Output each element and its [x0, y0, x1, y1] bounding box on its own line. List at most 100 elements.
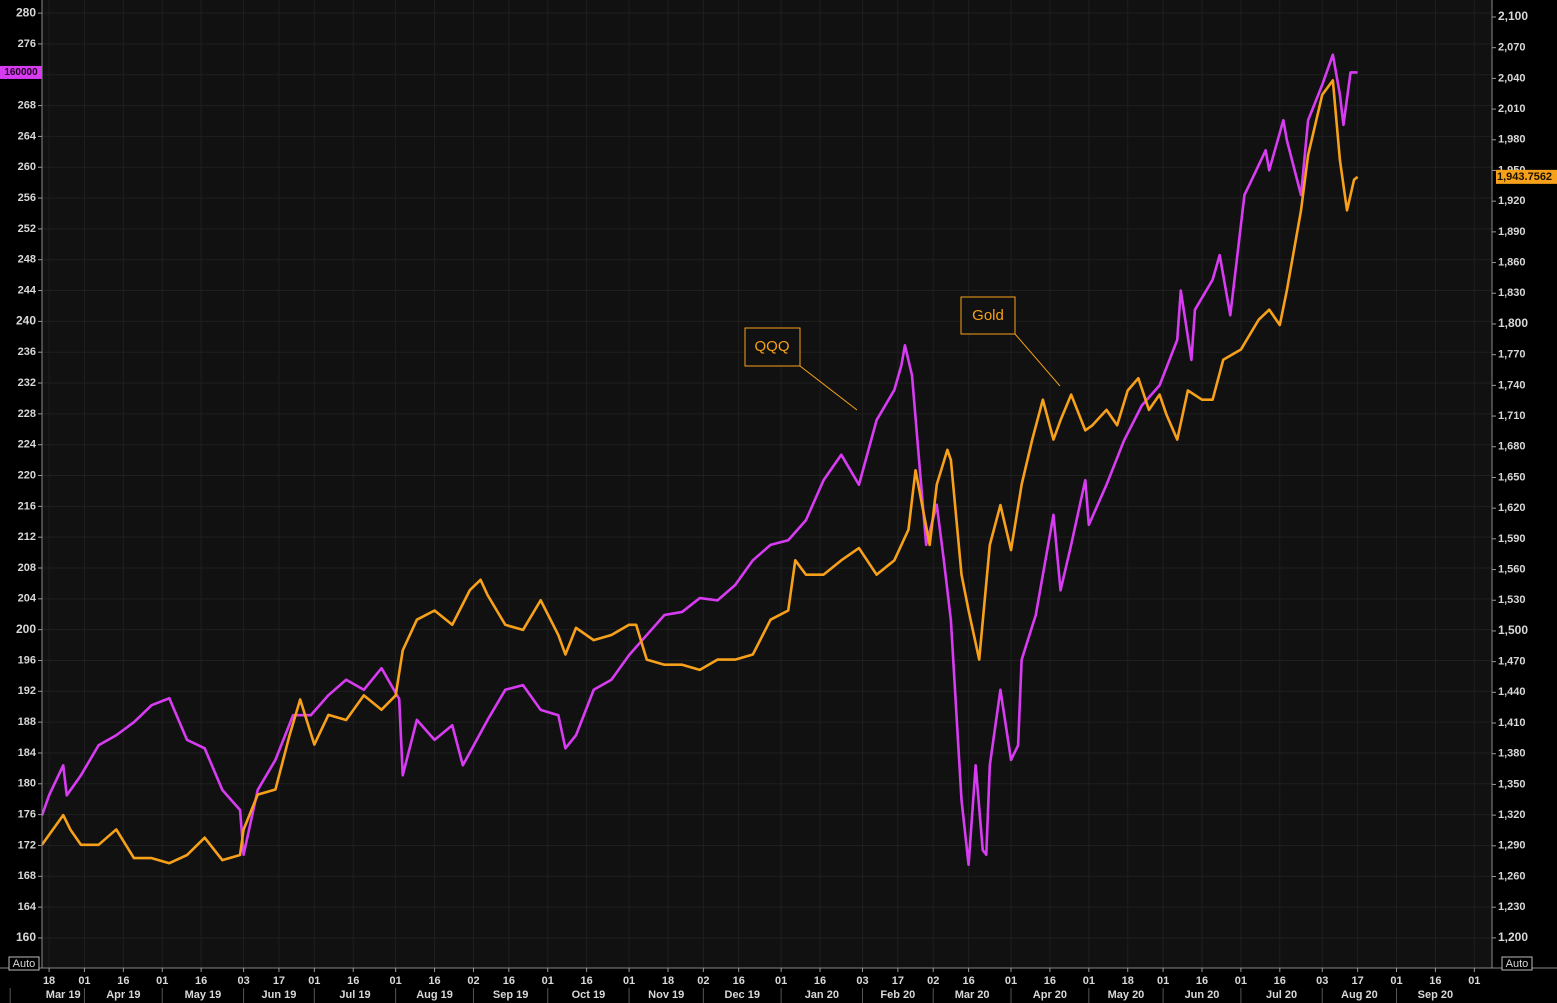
x-tick-label: 17: [273, 975, 285, 987]
x-month-label: Mar 19: [46, 989, 81, 1001]
x-month-label: Mar 20: [955, 989, 990, 1001]
x-month-label: Aug 20: [1341, 989, 1378, 1001]
y-tick-label: 164: [18, 901, 37, 913]
x-tick-label: 16: [1429, 975, 1441, 987]
series-line: [40, 53, 1358, 867]
x-tick-label: 16: [733, 975, 745, 987]
y2-tick-label: 1,740: [1498, 379, 1526, 391]
x-tick-label: 18: [1122, 975, 1134, 987]
y-tick-label: 216: [18, 500, 36, 512]
button-frame[interactable]: [8, 956, 40, 971]
y2-tick-label: 1,320: [1498, 809, 1526, 821]
y-tick-label: 168: [18, 870, 36, 882]
axis-tag: [0, 65, 42, 79]
y-tick-label: 176: [18, 809, 36, 821]
y-tick-label: 200: [16, 622, 36, 636]
y-tick-label: 256: [18, 192, 36, 204]
y-tick-label: 280: [16, 5, 36, 19]
axis-tag-label: 160000: [4, 67, 38, 78]
button-frame[interactable]: [1501, 956, 1533, 971]
x-tick-label: 03: [856, 975, 868, 987]
x-tick-label: 16: [195, 975, 207, 987]
series-line: [40, 79, 1359, 865]
y-tick-label: 276: [18, 38, 36, 50]
x-tick-label: 01: [1468, 975, 1480, 987]
y2-tick-label: 2,070: [1498, 42, 1526, 54]
y2-tick-label: 2,040: [1498, 72, 1526, 84]
x-tick-label: 18: [43, 975, 55, 987]
y-tick-label: 160: [16, 930, 36, 944]
x-tick-label: 01: [308, 975, 320, 987]
x-tick-label: 03: [237, 975, 249, 987]
y2-tick-label: 1,980: [1498, 134, 1526, 146]
x-month-label: Jul 20: [1266, 989, 1297, 1001]
annotation-box: [744, 327, 801, 367]
y2-tick-label: 1,410: [1498, 717, 1526, 729]
x-tick-label: 01: [1157, 975, 1169, 987]
y2-tick-label: 1,350: [1498, 778, 1526, 790]
x-tick-label: 17: [892, 975, 904, 987]
x-tick-label: 02: [697, 975, 709, 987]
y-tick-label: 232: [18, 377, 36, 389]
y-tick-label: 264: [18, 130, 37, 142]
x-tick-label: 16: [347, 975, 359, 987]
y2-tick-label: 2,100: [1498, 9, 1528, 23]
y2-tick-label: 1,830: [1498, 287, 1526, 299]
button-label[interactable]: Auto: [1506, 958, 1529, 970]
y-tick-label: 172: [18, 839, 36, 851]
x-month-label: Jun 20: [1185, 989, 1220, 1001]
lines: [40, 53, 1359, 867]
x-tick-label: 01: [623, 975, 635, 987]
y-tick-label: 228: [18, 408, 36, 420]
x-tick-label: 01: [542, 975, 554, 987]
button-label[interactable]: Auto: [13, 958, 36, 970]
x-month-label: Apr 19: [106, 989, 140, 1001]
y2-tick-label: 1,290: [1498, 840, 1526, 852]
x-tick-label: 03: [1316, 975, 1328, 987]
x-tick-label: 16: [1044, 975, 1056, 987]
axis-tag: [1496, 169, 1557, 184]
y2-tick-label: 1,710: [1498, 410, 1526, 422]
y-tick-label: 260: [18, 161, 36, 173]
x-month-label: Nov 19: [648, 989, 684, 1001]
y2-tick-label: 1,650: [1498, 471, 1526, 483]
x-month-label: Apr 20: [1033, 989, 1067, 1001]
y2-tick-label: 1,770: [1498, 349, 1526, 361]
y-tick-label: 184: [18, 747, 37, 759]
y2-tick-label: 1,680: [1498, 441, 1526, 453]
x-month-label: Feb 20: [880, 989, 915, 1001]
y-tick-label: 240: [16, 314, 36, 328]
y-tick-label: 204: [18, 593, 37, 605]
x-month-label: May 19: [185, 989, 222, 1001]
y-tick-label: 220: [18, 469, 36, 481]
y-tick-label: 236: [18, 346, 36, 358]
x-tick-label: 01: [1235, 975, 1247, 987]
x-month-label: Jan 20: [805, 989, 839, 1001]
y-tick-label: 188: [18, 716, 36, 728]
axis-tag-label: 1,943.7562: [1497, 171, 1552, 183]
x-tick-label: 16: [1274, 975, 1286, 987]
y-tick-label: 252: [18, 223, 36, 235]
y2-tick-label: 1,920: [1498, 195, 1526, 207]
x-month-label: Aug 19: [416, 989, 453, 1001]
y2-tick-label: 1,440: [1498, 686, 1526, 698]
x-tick-label: 01: [156, 975, 168, 987]
y-tick-label: 208: [18, 562, 36, 574]
y2-tick-label: 1,890: [1498, 226, 1526, 238]
annotation-box: [960, 296, 1016, 335]
annotation-leader: [1014, 333, 1061, 387]
scale-button-right[interactable]: Auto: [1501, 956, 1533, 971]
annotation-text: QQQ: [754, 338, 789, 355]
y2-tick-label: 1,380: [1498, 748, 1526, 760]
y2-tick-label: 1,560: [1498, 563, 1526, 575]
y2-tick-label: 1,260: [1498, 870, 1526, 882]
scale-button-left[interactable]: Auto: [8, 956, 40, 971]
y2-tick-label: 2,010: [1498, 103, 1526, 115]
y2-tick-label: 1,590: [1498, 533, 1526, 545]
y-tick-label: 244: [18, 284, 37, 296]
x-month-label: Jul 19: [339, 989, 370, 1001]
x-month-label: Dec 19: [725, 989, 760, 1001]
